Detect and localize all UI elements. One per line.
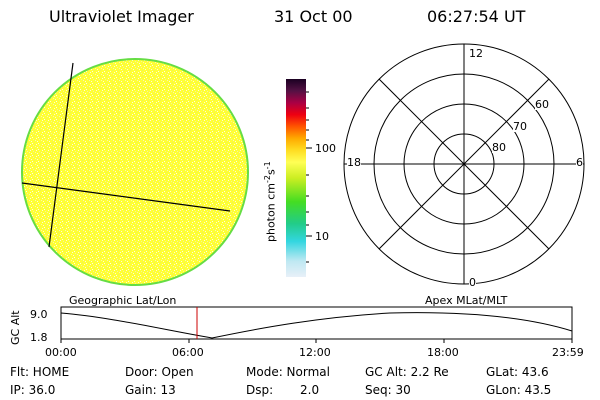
polar-diag-2	[378, 78, 550, 250]
dsp-value: 2.0	[300, 383, 320, 397]
ip-status: IP: 36.0	[10, 383, 56, 397]
time-label: 06:27:54 UT	[427, 7, 526, 26]
geo-latlon-title: Geographic Lat/Lon	[69, 294, 177, 307]
colorbar-tick-100: 100	[315, 142, 336, 155]
time-tick-2359: 23:59	[552, 346, 584, 359]
image-disk	[21, 58, 249, 286]
latitude-line	[21, 182, 231, 212]
date-label: 31 Oct 00	[274, 7, 353, 26]
instrument-title: Ultraviolet Imager	[49, 7, 194, 26]
flight-status: Flt: HOME	[10, 365, 70, 379]
dsp-label: Dsp:	[246, 383, 274, 397]
apex-mlat-title: Apex MLat/MLT	[425, 294, 508, 307]
altitude-curve	[60, 312, 573, 339]
lat-label-80: 80	[492, 141, 506, 154]
gain-status: Gain: 13	[125, 383, 176, 397]
mlt-label-18: 18	[347, 156, 361, 169]
lat-label-70: 70	[513, 120, 527, 133]
glon-status: GLon: 43.5	[486, 383, 552, 397]
door-status: Door: Open	[125, 365, 194, 379]
time-tick-1800: 18:00	[427, 346, 459, 359]
gc-alt-tick-low: 1.8	[30, 331, 48, 344]
color-bar-gradient	[286, 79, 306, 277]
mode-status: Mode: Normal	[246, 365, 330, 379]
mlt-label-12: 12	[469, 47, 483, 60]
mlt-label-0: 0	[469, 276, 476, 289]
strip-frame	[60, 306, 573, 340]
colorbar-tick-10: 10	[315, 230, 329, 243]
time-tick-0000: 00:00	[45, 346, 77, 359]
lat-label-60: 60	[535, 98, 549, 111]
seq-status: Seq: 30	[365, 383, 411, 397]
gc-alt-status: GC Alt: 2.2 Re	[365, 365, 449, 379]
time-tick-1200: 12:00	[299, 346, 331, 359]
mlt-label-6: 6	[576, 156, 583, 169]
glat-status: GLat: 43.6	[486, 365, 549, 379]
time-tick-0600: 06:00	[172, 346, 204, 359]
gc-alt-tick-high: 9.0	[30, 308, 48, 321]
longitude-line	[48, 62, 74, 248]
